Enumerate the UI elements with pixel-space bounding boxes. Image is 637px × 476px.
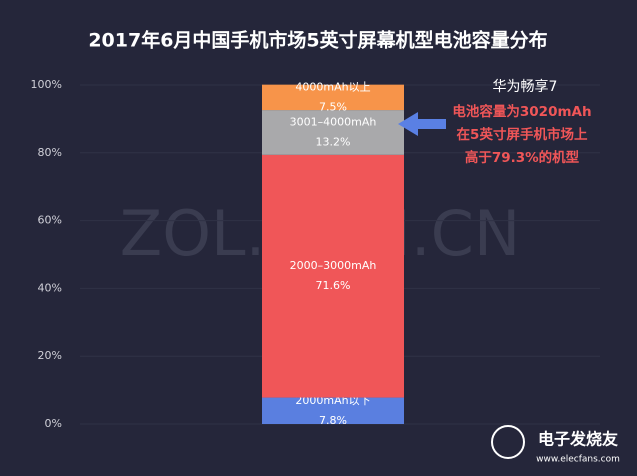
y-tick-label: 80%	[38, 146, 62, 159]
annotation-line: 在5英寸屏手机市场上	[457, 126, 588, 143]
segment-name: 3001–4000mAh	[290, 115, 377, 128]
annotation-line: 高于79.3%的机型	[465, 149, 580, 166]
y-tick-label: 40%	[38, 281, 62, 294]
data-label: 71.6%	[316, 279, 351, 292]
y-tick-label: 100%	[31, 78, 62, 91]
bar-segment	[262, 110, 404, 155]
chart-title: 2017年6月中国手机市场5英寸屏幕机型电池容量分布	[88, 29, 547, 52]
data-label: 13.2%	[316, 135, 351, 148]
logo-name: 电子发烧友	[538, 430, 619, 449]
bar-segment	[262, 154, 404, 398]
plot: 0%20%40%60%80%100%2000mAh以下7.8%2000–3000…	[31, 78, 600, 430]
annotation-title: 华为畅享7	[493, 78, 558, 95]
arrow	[398, 112, 446, 136]
logo-url: www.elecfans.com	[536, 455, 620, 465]
annotation-line: 电池容量为3020mAh	[452, 103, 591, 120]
y-tick-label: 20%	[38, 349, 62, 362]
bar-segment	[262, 84, 404, 111]
segment-name: 4000mAh以上	[295, 80, 370, 93]
logo-icon	[491, 425, 525, 459]
segment-name: 2000–3000mAh	[290, 259, 377, 272]
y-tick-label: 60%	[38, 214, 62, 227]
data-label: 7.8%	[319, 414, 347, 427]
data-label: 7.5%	[319, 100, 347, 113]
bar-segment	[262, 397, 404, 424]
y-tick-label: 0%	[45, 417, 62, 430]
